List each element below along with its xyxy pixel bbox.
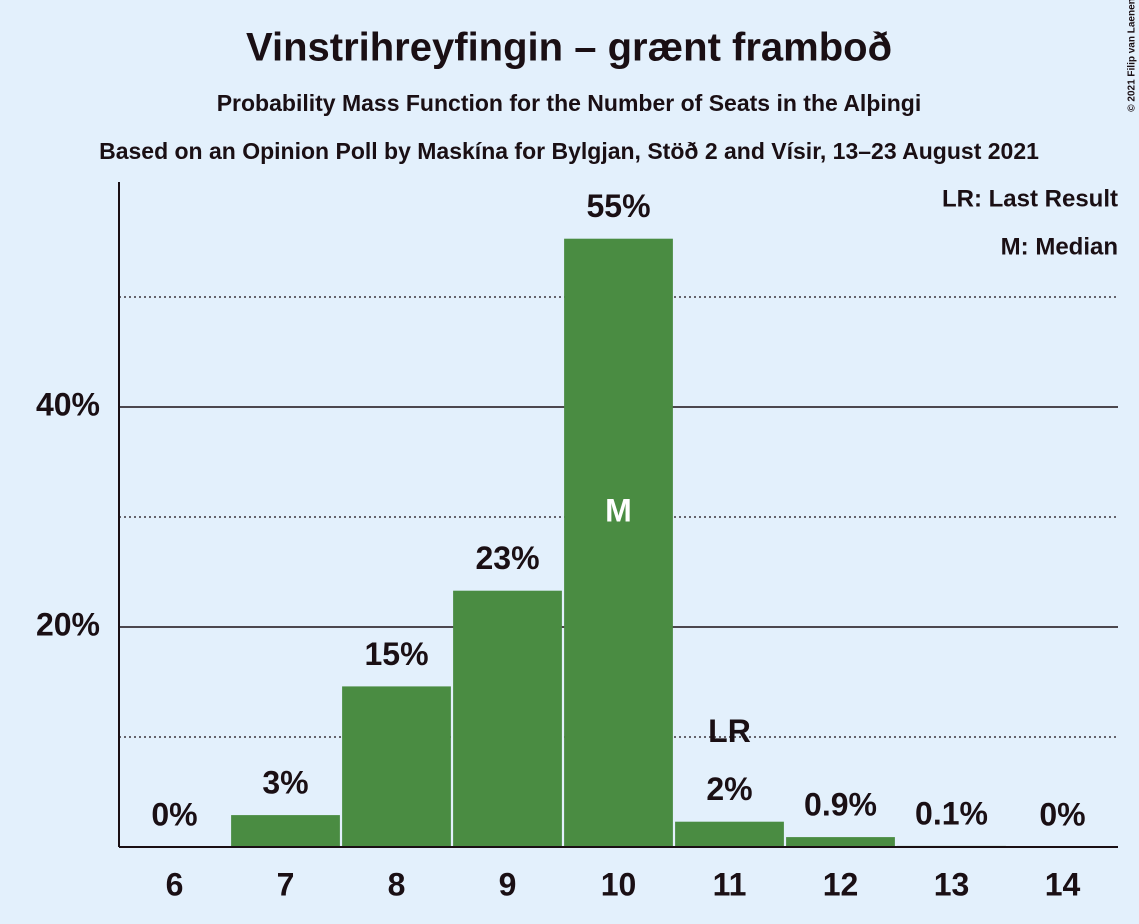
bar xyxy=(675,821,784,847)
x-tick-label: 8 xyxy=(388,866,406,902)
y-tick-label: 40% xyxy=(36,386,100,422)
chart-title: Vinstrihreyfingin – grænt framboð xyxy=(246,26,892,70)
x-tick-label: 13 xyxy=(934,866,970,902)
bar xyxy=(342,686,451,847)
value-label: 3% xyxy=(262,765,308,801)
value-label: 23% xyxy=(475,540,539,576)
value-label: 55% xyxy=(586,188,650,224)
x-tick-label: 6 xyxy=(166,866,184,902)
bar xyxy=(786,837,895,847)
chart-subtitle: Probability Mass Function for the Number… xyxy=(217,90,922,116)
value-label: 0.1% xyxy=(915,795,988,831)
bar xyxy=(453,590,562,847)
legend-entry: M: Median xyxy=(1001,233,1118,260)
x-tick-label: 7 xyxy=(277,866,295,902)
x-tick-label: 11 xyxy=(713,866,747,902)
x-tick-label: 9 xyxy=(499,866,517,902)
value-label: 0% xyxy=(151,796,197,832)
bar xyxy=(564,238,673,847)
value-label: 0% xyxy=(1039,796,1085,832)
x-tick-label: 10 xyxy=(601,866,637,902)
bar xyxy=(231,815,340,847)
x-tick-label: 14 xyxy=(1045,866,1081,902)
value-label: 15% xyxy=(364,636,428,672)
value-label: 2% xyxy=(706,771,752,807)
copyright: © 2021 Filip van Laenen xyxy=(1127,0,1138,112)
y-tick-label: 20% xyxy=(36,606,100,642)
legend-entry: LR: Last Result xyxy=(942,185,1118,212)
x-tick-label: 12 xyxy=(823,866,859,902)
annotation: M xyxy=(605,492,632,528)
value-label: 0.9% xyxy=(804,787,877,823)
chart-source: Based on an Opinion Poll by Maskína for … xyxy=(99,138,1039,164)
annotation: LR xyxy=(708,713,751,749)
